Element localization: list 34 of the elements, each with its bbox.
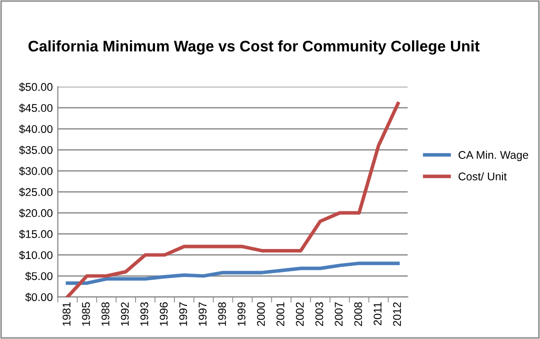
x-tick-label: 2003 (315, 302, 324, 326)
x-tick-label: 1999 (238, 302, 246, 326)
y-tick-label: $50.00 (19, 82, 52, 92)
line-series (66, 262, 400, 285)
chart-title: California Minimum Wage vs Cost for Community College Unit (28, 40, 480, 55)
legend-label: Cost/ Unit (458, 172, 507, 180)
x-tick-label: 2007 (334, 302, 343, 326)
y-tick-label: $15.00 (19, 230, 52, 239)
x-tick-label: 1985 (82, 302, 90, 326)
x-tick-label: 1997 (179, 302, 188, 326)
line-series (66, 102, 400, 297)
x-tick-label: 1988 (101, 302, 110, 326)
y-tick-label: $30.00 (19, 166, 52, 176)
x-tick-label: 2012 (393, 302, 401, 326)
x-tick-label: 1992 (120, 302, 129, 326)
x-tick-label: 2001 (276, 302, 284, 326)
x-tick-label: 2011 (374, 302, 382, 326)
y-tick-label: $10.00 (19, 250, 52, 260)
x-tick-label: 1998 (218, 302, 226, 326)
y-tick-label: $45.00 (19, 104, 52, 113)
x-tick-label: 2002 (296, 302, 304, 326)
y-tick-label: $35.00 (19, 146, 52, 155)
y-tick-label: $20.00 (19, 208, 52, 218)
x-tick-label: 1997 (198, 302, 207, 326)
x-tick-label: 2008 (354, 302, 362, 326)
legend-label: CA Min. Wage (458, 150, 528, 162)
y-tick-label: $25.00 (19, 188, 52, 197)
y-tick-label: $0.00 (25, 292, 52, 302)
x-tick-label: 2000 (257, 302, 265, 326)
y-tick-label: $40.00 (19, 124, 52, 134)
x-tick-label: 1996 (160, 302, 168, 326)
y-tick-label: $5.00 (25, 272, 52, 281)
x-tick-label: 1993 (140, 302, 148, 326)
x-tick-label: 1981 (62, 302, 70, 326)
